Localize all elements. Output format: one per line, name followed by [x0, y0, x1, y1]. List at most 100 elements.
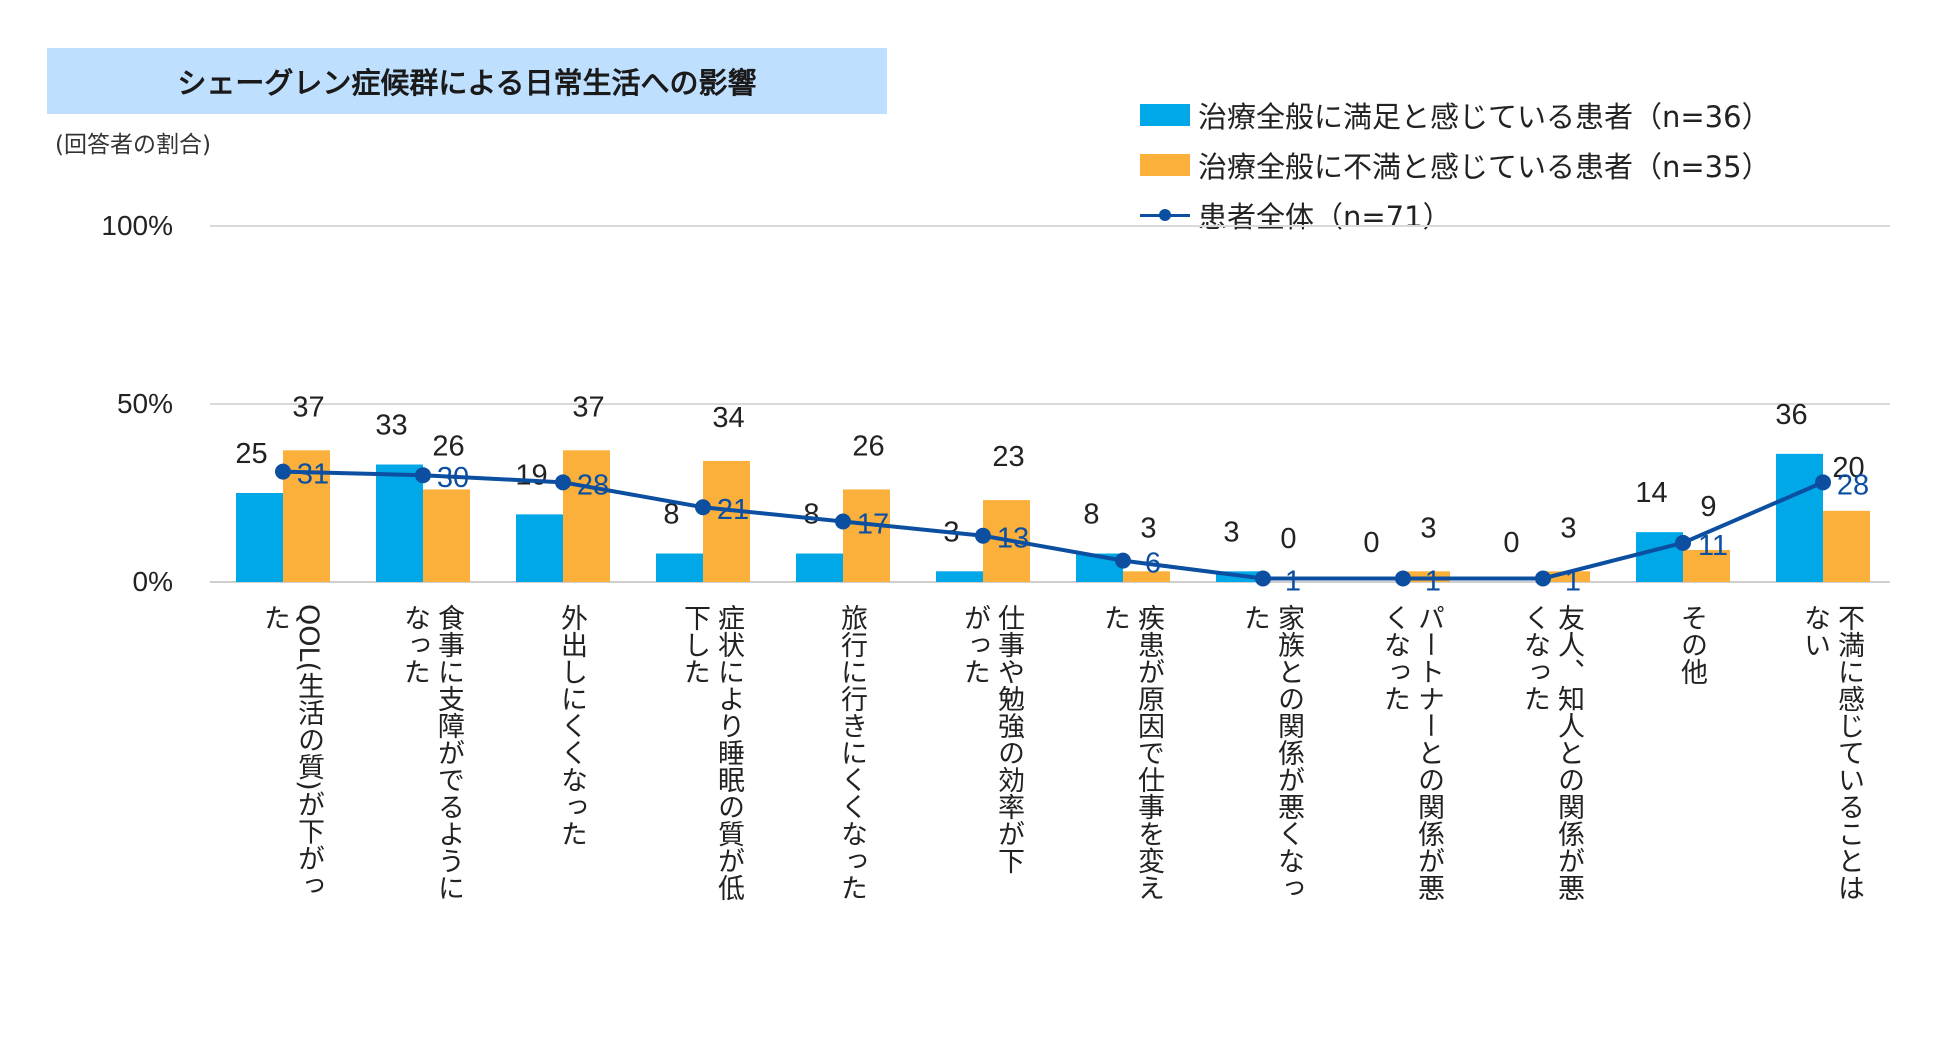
bar-satisfied — [936, 571, 983, 582]
data-label-all: 17 — [857, 508, 889, 540]
bar-satisfied — [1636, 532, 1683, 582]
data-label-all: 11 — [1698, 530, 1728, 562]
category-label: 不満に感じていることは — [1833, 604, 1864, 901]
category-label: くなった — [1519, 604, 1550, 712]
category-label: た — [1099, 604, 1130, 631]
data-label-satisfied: 0 — [1503, 527, 1519, 559]
line-point-all — [1815, 474, 1831, 491]
bar-dissatisfied — [1123, 571, 1170, 582]
data-label-dissatisfied: 34 — [712, 402, 744, 434]
legend-swatch-dissatisfied — [1140, 154, 1190, 176]
category-label: 友人、知人との関係が悪 — [1553, 604, 1584, 901]
bar-dissatisfied — [1543, 571, 1590, 582]
category-label: 外出しにくくなった — [556, 604, 587, 847]
data-label-all: 28 — [577, 469, 609, 501]
bar-dissatisfied — [423, 489, 470, 582]
data-label-all: 1 — [1425, 565, 1441, 597]
line-point-all — [1535, 570, 1551, 587]
legend-label-all: 患者全体（n=71） — [1198, 200, 1452, 234]
bar-dissatisfied — [563, 450, 610, 582]
data-label-dissatisfied: 20 — [1832, 452, 1864, 484]
data-label-satisfied: 25 — [235, 438, 267, 470]
data-label-satisfied: 14 — [1635, 477, 1667, 509]
category-label: なった — [399, 604, 430, 685]
line-point-all — [555, 474, 571, 491]
bar-dissatisfied — [1683, 549, 1730, 582]
data-label-all: 13 — [997, 523, 1029, 555]
chart-title: シェーグレン症候群による日常生活への影響 — [177, 66, 757, 100]
line-all-patients — [282, 469, 1824, 581]
data-label-dissatisfied: 37 — [292, 391, 324, 423]
category-label: 食事に支障がでるように — [433, 604, 464, 901]
category-label: た — [1239, 604, 1270, 631]
data-label-all: 31 — [297, 459, 329, 491]
data-label-all: 30 — [437, 462, 469, 494]
bar-satisfied — [376, 464, 423, 582]
category-label: パートナーとの関係が悪 — [1413, 604, 1444, 901]
data-label-dissatisfied: 26 — [852, 430, 884, 462]
bar-satisfied — [796, 553, 843, 582]
bar-satisfied — [516, 514, 563, 582]
category-label: ない — [1799, 604, 1830, 658]
line-point-all — [1255, 570, 1271, 587]
y-tick-label: 100% — [101, 210, 173, 241]
data-label-dissatisfied: 3 — [1140, 512, 1156, 544]
category-label: た — [259, 604, 290, 631]
data-label-satisfied: 19 — [515, 459, 547, 491]
data-label-all: 1 — [1285, 565, 1301, 597]
data-label-satisfied: 33 — [375, 410, 407, 442]
line-point-all — [275, 463, 291, 480]
legend-label-dissatisfied: 治療全般に不満と感じている患者（n=35） — [1198, 150, 1771, 184]
line-point-all — [1395, 570, 1411, 587]
line-point-all — [1115, 552, 1131, 569]
bar-dissatisfied — [703, 460, 750, 582]
y-tick-label: 50% — [117, 388, 173, 419]
data-label-satisfied: 3 — [1223, 516, 1239, 548]
bar-satisfied — [236, 493, 283, 582]
bar-satisfied — [1776, 453, 1823, 582]
category-label: くなった — [1379, 604, 1410, 712]
data-label-dissatisfied: 0 — [1280, 523, 1296, 555]
y-tick-label: 0% — [133, 566, 173, 597]
legend-swatch-satisfied — [1140, 104, 1190, 126]
data-label-satisfied: 8 — [803, 499, 819, 531]
title-banner: シェーグレン症候群による日常生活への影響 — [47, 48, 887, 114]
legend-item-dissatisfied: 治療全般に不満と感じている患者（n=35） — [1140, 145, 1771, 185]
line-point-all — [415, 467, 431, 484]
data-label-dissatisfied: 3 — [1420, 512, 1436, 544]
data-label-dissatisfied: 26 — [432, 430, 464, 462]
data-label-dissatisfied: 9 — [1700, 491, 1716, 523]
category-label: 仕事や勉強の効率が下 — [993, 604, 1024, 874]
category-label: 下した — [679, 604, 710, 685]
line-point-all — [695, 499, 711, 516]
legend-line-marker — [1140, 204, 1190, 226]
data-label-satisfied: 8 — [663, 499, 679, 531]
data-label-dissatisfied: 3 — [1560, 512, 1576, 544]
category-label: 家族との関係が悪くなっ — [1273, 604, 1304, 901]
data-label-satisfied: 8 — [1083, 499, 1099, 531]
data-label-all: 28 — [1837, 469, 1869, 501]
legend-label-satisfied: 治療全般に満足と感じている患者（n=36） — [1198, 100, 1771, 134]
category-label: がった — [959, 604, 990, 685]
category-label: 疾患が原因で仕事を変え — [1133, 604, 1164, 901]
category-label: 症状により睡眠の質が低 — [713, 604, 744, 901]
legend-item-all: 患者全体（n=71） — [1140, 195, 1452, 235]
category-label: 旅行に行きにくくなった — [836, 604, 867, 901]
category-label: その他 — [1676, 604, 1707, 685]
data-label-all: 6 — [1145, 548, 1161, 580]
line-point-all — [975, 527, 991, 544]
bar-dissatisfied — [843, 489, 890, 582]
data-label-satisfied: 0 — [1363, 527, 1379, 559]
category-label: QOL(生活の質)が下がっ — [293, 604, 324, 899]
data-label-all: 21 — [717, 494, 749, 526]
line-point-all — [835, 513, 851, 530]
bar-satisfied — [656, 553, 703, 582]
bar-dissatisfied — [1823, 510, 1870, 582]
data-label-dissatisfied: 37 — [572, 391, 604, 423]
line-point-all — [1675, 534, 1691, 551]
data-label-satisfied: 36 — [1775, 399, 1807, 431]
legend-item-satisfied: 治療全般に満足と感じている患者（n=36） — [1140, 95, 1771, 135]
y-axis-caption: (回答者の割合) — [55, 132, 211, 158]
data-label-all: 1 — [1565, 565, 1581, 597]
